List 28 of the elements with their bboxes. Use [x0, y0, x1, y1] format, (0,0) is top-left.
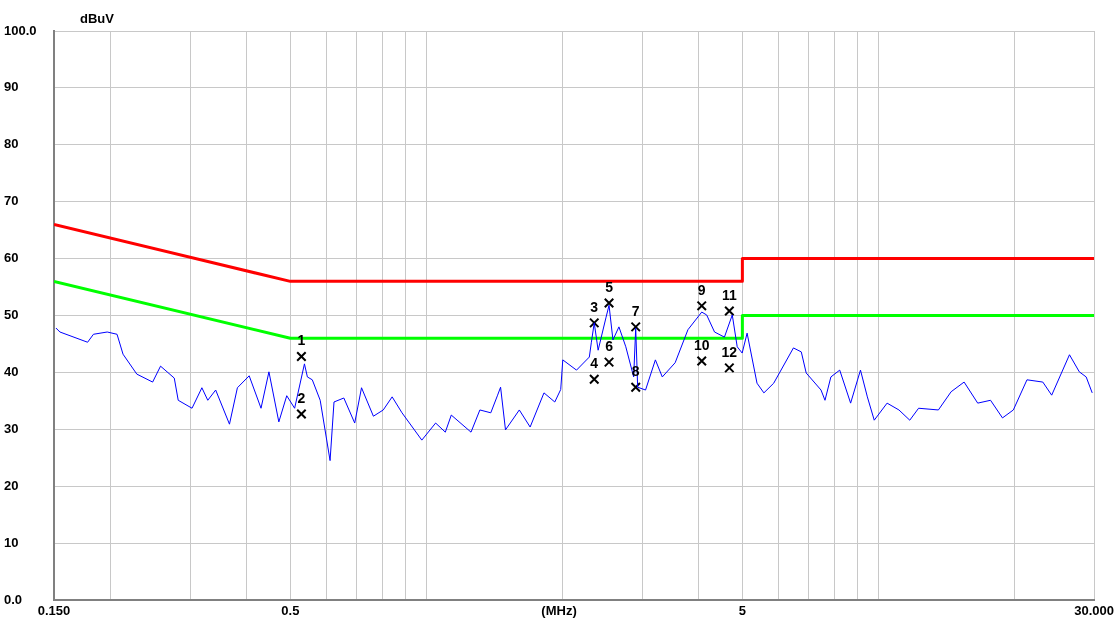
y-tick-label: 30 [4, 420, 19, 436]
annotation: 10 [693, 336, 710, 353]
annotation: 2 [297, 389, 306, 406]
y-tick-label: 10 [4, 534, 19, 550]
annotation: 4 [590, 355, 599, 372]
y-tick-label: 0.0 [4, 591, 23, 607]
y-axis-title: dBuV [80, 11, 115, 27]
annotation: 7 [631, 302, 640, 319]
annotation: 11 [721, 286, 737, 303]
annotation: 8 [631, 363, 640, 380]
annotation: 6 [605, 338, 614, 355]
y-tick-label: 70 [4, 193, 19, 209]
x-tick-label: 0.150 [37, 603, 71, 619]
x-tick-label: 30.000 [1074, 603, 1114, 619]
y-tick-label: 20 [4, 477, 19, 493]
x-tick-label: 0.5 [281, 603, 300, 619]
y-tick-label: 80 [4, 136, 19, 152]
annotation: 5 [605, 278, 614, 295]
annotation: 12 [721, 343, 738, 360]
x-tick-label: 5 [738, 603, 746, 619]
y-tick-label: 40 [4, 363, 19, 379]
y-tick-label: 90 [4, 79, 19, 95]
y-tick-label: 60 [4, 250, 19, 266]
annotation: 9 [697, 281, 706, 298]
x-axis-title: (MHz) [541, 603, 577, 619]
y-tick-label: 50 [4, 307, 19, 323]
annotation: 3 [590, 298, 599, 315]
y-tick-label: 100.0 [4, 22, 37, 38]
